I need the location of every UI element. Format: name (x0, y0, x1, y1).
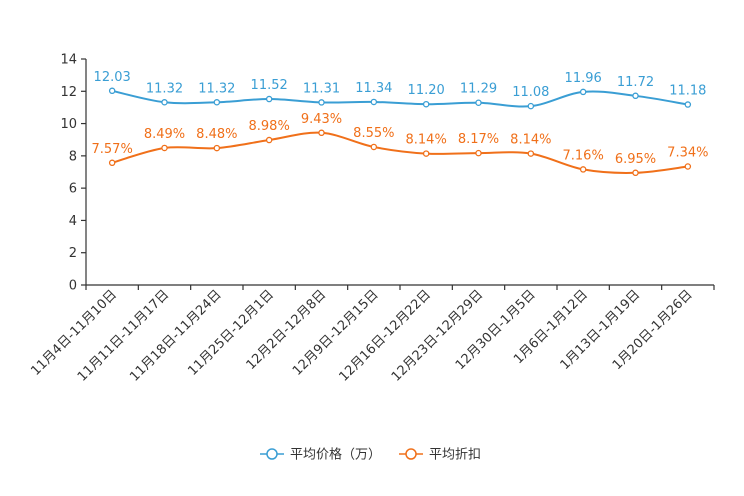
data-label: 7.57% (92, 142, 133, 157)
y-axis: 0 2 4 6 8 10 12 14 (60, 53, 87, 294)
data-point (684, 163, 692, 170)
data-label: 6.95% (615, 152, 656, 167)
y-tick-label: 6 (69, 182, 77, 197)
data-point (213, 99, 221, 106)
legend-label: 平均折扣 (429, 448, 481, 463)
data-point (579, 166, 587, 173)
data-point (161, 144, 168, 152)
data-point (632, 92, 639, 100)
data-label: 8.14% (510, 133, 551, 148)
x-tick-label: 11月18日-11月24日 (127, 287, 224, 384)
legend-item-1: 平均价格（万） (260, 447, 381, 463)
x-axis: 11月4日-11月10日11月11日-11月17日11月18日-11月24日11… (28, 284, 715, 385)
legend-marker-icon (266, 448, 278, 460)
data-point (265, 95, 273, 103)
data-label: 8.17% (458, 132, 499, 147)
data-label: 7.34% (667, 146, 708, 161)
data-point (579, 88, 587, 96)
data-label: 11.18 (669, 84, 706, 99)
data-point (475, 149, 482, 157)
y-tick-label: 14 (60, 53, 77, 68)
series-layer: 12.03 11.32 11.32 11.52 11.31 11.34 11.20 11.29… (92, 70, 708, 177)
data-point (422, 150, 430, 157)
y-tick-label: 0 (69, 279, 77, 294)
data-label: 7.16% (563, 148, 604, 163)
data-point (370, 98, 378, 106)
x-tick-label: 11月4日-11月10日 (28, 287, 120, 379)
data-point (632, 169, 639, 177)
data-label: 11.20 (408, 83, 445, 98)
data-point (527, 150, 535, 157)
series-1: 12.03 11.32 11.32 11.52 11.31 11.34 11.20 11.29… (94, 70, 706, 110)
data-label: 8.48% (196, 127, 237, 142)
legend-marker-icon (405, 448, 417, 460)
data-label: 11.29 (460, 82, 497, 97)
data-point (422, 100, 430, 108)
data-label: 11.32 (146, 81, 183, 96)
x-tick-label: 12月23日-12月29日 (389, 287, 486, 384)
data-label: 11.31 (303, 81, 340, 96)
y-tick-label: 8 (69, 149, 77, 164)
data-point (475, 99, 482, 106)
data-point (108, 87, 116, 95)
data-label: 9.43% (301, 112, 342, 127)
data-point (213, 144, 221, 152)
data-point (370, 143, 378, 151)
data-point (265, 136, 273, 144)
data-label: 12.03 (94, 70, 131, 85)
data-label: 11.32 (198, 81, 235, 96)
data-label: 11.72 (617, 75, 654, 90)
data-label: 8.49% (144, 127, 185, 142)
x-tick-label: 11月11日-11月17日 (75, 287, 172, 384)
series-line (111, 89, 688, 108)
y-tick-label: 4 (69, 214, 77, 229)
data-point (318, 99, 325, 106)
data-label: 8.98% (249, 119, 290, 134)
data-point (684, 101, 692, 108)
data-label: 11.34 (355, 81, 392, 96)
data-label: 11.96 (565, 71, 602, 86)
legend-item-2: 平均折扣 (399, 448, 481, 463)
data-point (318, 129, 325, 137)
series-2: 7.57% 8.49% 8.48% 8.98% 9.43% 8.55% 8.14% 8.17%… (92, 112, 708, 177)
data-label: 8.14% (406, 133, 447, 148)
legend-label: 平均价格（万） (290, 447, 381, 463)
data-point (527, 102, 535, 110)
data-point (108, 159, 116, 167)
y-tick-label: 10 (60, 117, 77, 132)
data-label: 11.08 (512, 85, 549, 100)
data-point (161, 99, 168, 106)
series-line (111, 131, 688, 174)
legend: 平均价格（万） 平均折扣 (260, 447, 481, 463)
data-label: 8.55% (353, 126, 394, 141)
y-tick-label: 2 (69, 246, 77, 261)
x-tick-label: 12月16日-12月22日 (337, 287, 434, 384)
data-label: 11.52 (251, 78, 288, 93)
y-tick-label: 12 (60, 85, 77, 100)
